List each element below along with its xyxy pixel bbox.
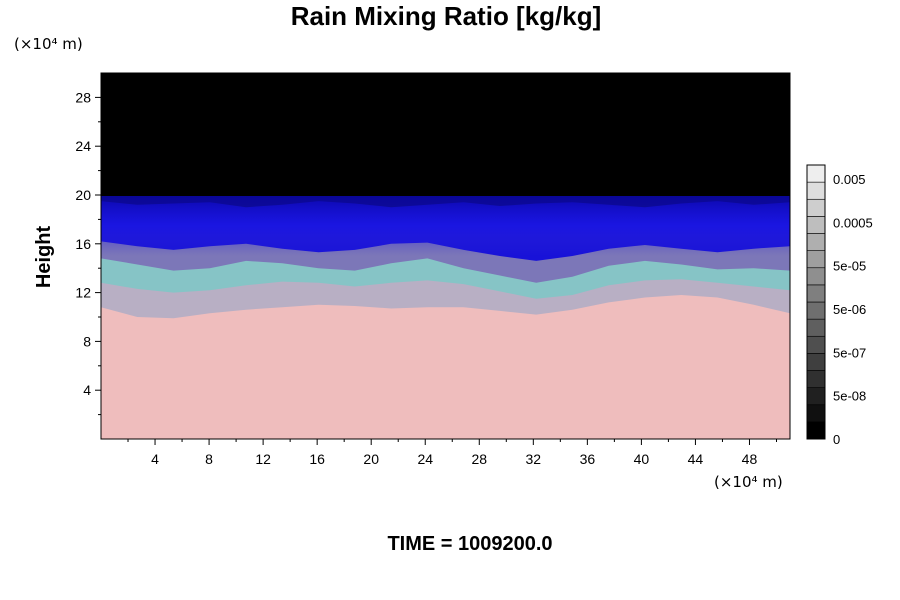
colorbar-segment [806,335,826,354]
y-tick-label: 8 [83,333,91,349]
colorbar-label: 5e-06 [833,302,866,317]
y-tick-label: 20 [75,187,91,203]
plot-area [100,72,791,440]
x-tick-label: 40 [634,451,650,467]
x-unit-label: (×10⁴ m) [714,473,783,491]
colorbar-segment [806,164,826,183]
x-tick-label: 24 [417,451,433,467]
colorbar-segment [806,284,826,303]
colorbar: 0.005 0.0005 5e-05 5e-06 5e-07 5e-08 0 [806,164,873,447]
colorbar-segment [806,181,826,200]
y-tick-label: 28 [75,89,91,105]
y-axis-ticks: 4 8 12 16 20 24 28 [75,89,101,416]
y-axis-label: Height [33,226,55,289]
colorbar-label: 0.0005 [833,215,873,230]
colorbar-label: 0.005 [833,172,866,187]
colorbar-segment [806,216,826,234]
x-axis-ticks: 4 8 12 16 20 24 28 32 36 40 44 48 [127,439,777,467]
colorbar-label: 5e-08 [833,389,866,404]
colorbar-segment [806,387,826,406]
x-tick-label: 32 [526,451,542,467]
y-tick-label: 24 [75,138,91,154]
x-tick-label: 12 [255,451,271,467]
y-unit-label: (×10⁴ m) [14,35,83,53]
x-tick-label: 4 [151,451,159,467]
upper-blue-shading [101,196,790,256]
colorbar-segment [806,198,826,217]
colorbar-label: 5e-07 [833,345,866,360]
x-tick-label: 48 [742,451,758,467]
colorbar-segment [806,267,826,286]
y-tick-label: 12 [75,285,91,301]
x-tick-label: 44 [688,451,704,467]
plot-frame [100,72,791,440]
colorbar-label: 0 [833,432,840,447]
chart-title: Rain Mixing Ratio [kg/kg] [291,1,602,31]
x-tick-label: 28 [471,451,487,467]
colorbar-segment [806,233,826,251]
colorbar-segment [806,404,826,423]
colorbar-segment [806,353,826,371]
x-tick-label: 20 [363,451,379,467]
colorbar-segment [806,250,826,269]
y-tick-label: 16 [75,236,91,252]
field-layers [101,201,790,439]
colorbar-label: 5e-05 [833,259,866,274]
x-tick-label: 36 [580,451,596,467]
colorbar-segment [806,318,826,337]
time-label: TIME = 1009200.0 [387,533,552,555]
x-tick-label: 16 [309,451,325,467]
colorbar-frame [806,164,826,440]
colorbar-segment [806,421,826,440]
x-tick-label: 8 [205,451,213,467]
colorbar-segment [806,301,826,320]
y-tick-label: 4 [83,382,91,398]
colorbar-segment [806,370,826,388]
field-layer-lower [101,295,790,439]
